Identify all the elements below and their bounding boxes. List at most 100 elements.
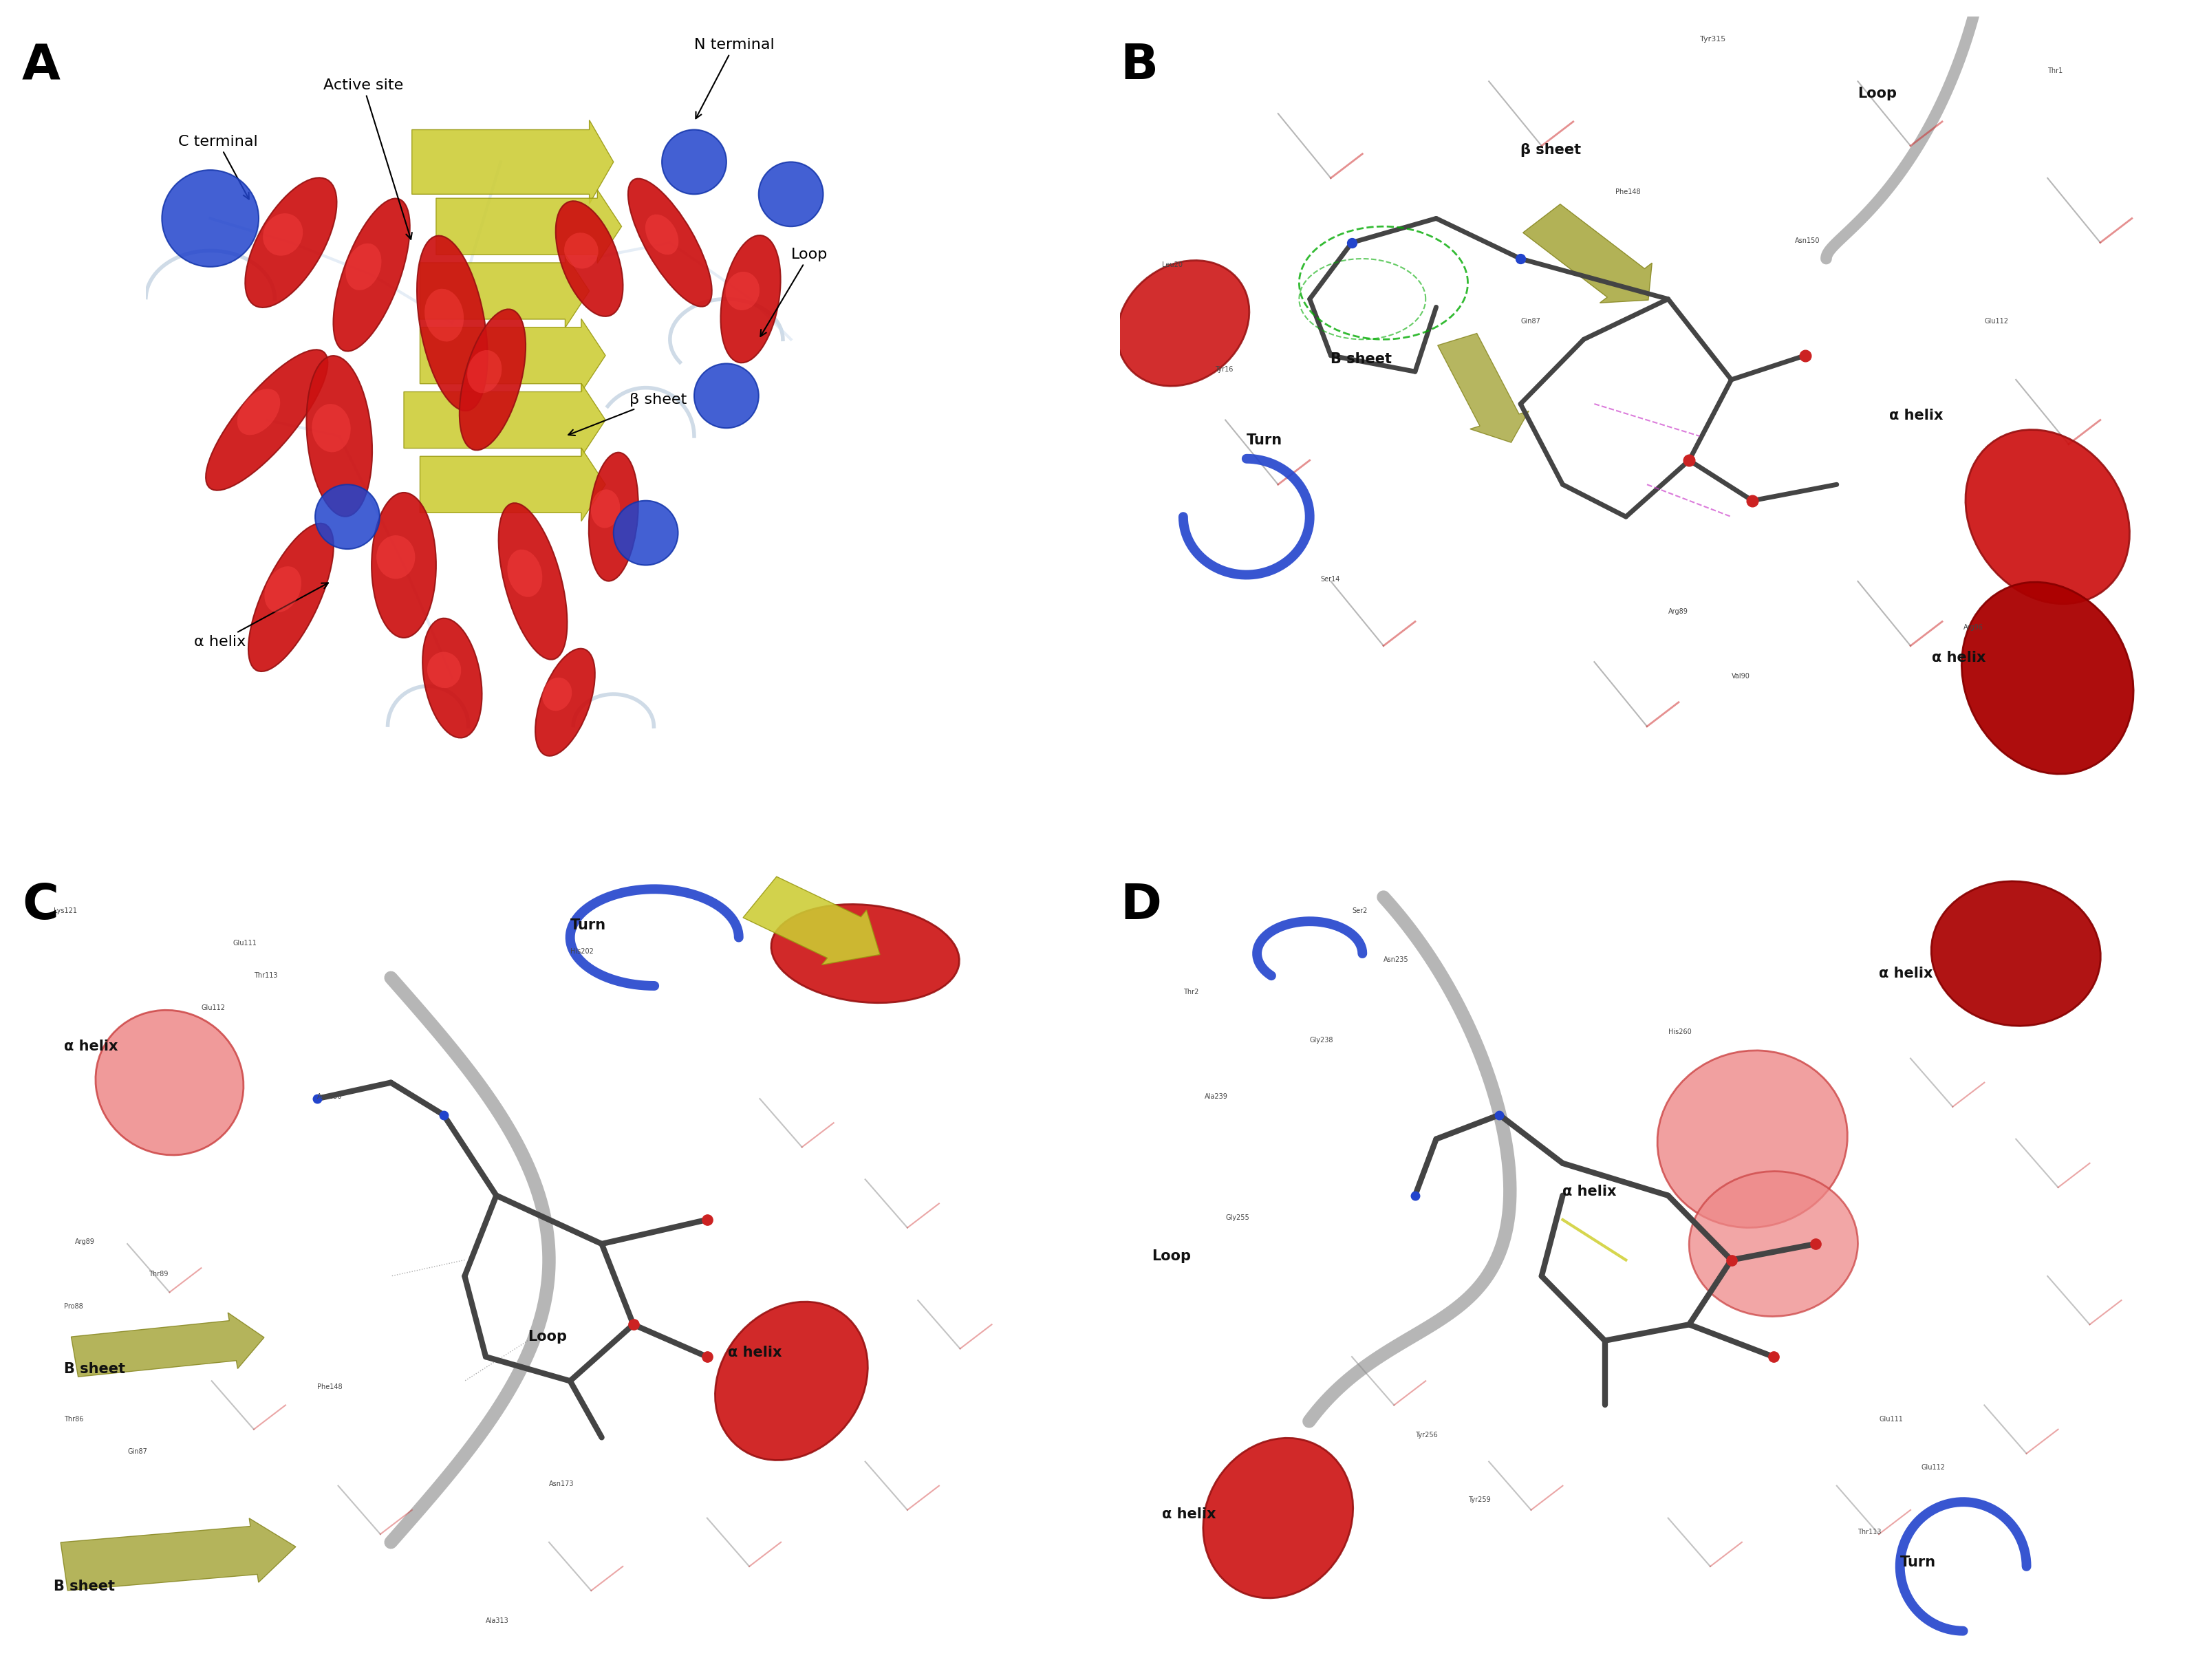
Text: C terminal: C terminal xyxy=(178,134,257,200)
Text: Asn235: Asn235 xyxy=(1383,956,1408,963)
Ellipse shape xyxy=(725,272,760,311)
Text: α helix: α helix xyxy=(193,583,327,648)
Ellipse shape xyxy=(498,502,567,660)
Text: Turn: Turn xyxy=(571,919,606,932)
Text: Tyr16: Tyr16 xyxy=(1214,366,1232,373)
Ellipse shape xyxy=(536,648,595,756)
Ellipse shape xyxy=(1118,260,1250,386)
Ellipse shape xyxy=(246,178,336,307)
Text: Arg89: Arg89 xyxy=(1669,608,1689,615)
Ellipse shape xyxy=(1961,581,2135,774)
FancyArrow shape xyxy=(1524,205,1651,302)
Ellipse shape xyxy=(1203,1438,1353,1598)
Text: His202: His202 xyxy=(571,948,593,954)
Text: α helix: α helix xyxy=(1162,1507,1217,1520)
Text: Gin87: Gin87 xyxy=(1520,318,1539,324)
FancyArrow shape xyxy=(437,190,621,264)
FancyArrow shape xyxy=(404,383,606,457)
Circle shape xyxy=(613,501,679,564)
Text: A: A xyxy=(22,42,61,89)
Ellipse shape xyxy=(371,492,437,638)
Text: D: D xyxy=(1120,882,1162,929)
Text: Thr89: Thr89 xyxy=(149,1270,167,1277)
Ellipse shape xyxy=(628,178,712,306)
Circle shape xyxy=(694,363,758,428)
Text: N terminal: N terminal xyxy=(694,39,775,119)
Ellipse shape xyxy=(716,1302,867,1460)
Text: Turn: Turn xyxy=(1247,433,1282,447)
Text: Phe148: Phe148 xyxy=(1616,188,1640,195)
Text: Pro88: Pro88 xyxy=(64,1304,83,1310)
Text: Thr113: Thr113 xyxy=(1858,1529,1882,1536)
Ellipse shape xyxy=(307,356,373,516)
Ellipse shape xyxy=(1965,430,2130,603)
Text: α helix: α helix xyxy=(1880,966,1932,981)
Text: Thr86: Thr86 xyxy=(64,1416,83,1423)
Circle shape xyxy=(316,484,380,549)
Ellipse shape xyxy=(428,652,461,689)
Text: Tyr256: Tyr256 xyxy=(1414,1431,1438,1438)
Ellipse shape xyxy=(771,904,960,1003)
Ellipse shape xyxy=(589,452,639,581)
Text: Glu112: Glu112 xyxy=(1985,318,2009,324)
Text: Thr113: Thr113 xyxy=(255,973,277,979)
Ellipse shape xyxy=(264,566,301,613)
Text: β sheet: β sheet xyxy=(569,393,687,435)
Text: Tyr315: Tyr315 xyxy=(1700,35,1726,42)
Circle shape xyxy=(758,161,824,227)
FancyArrow shape xyxy=(70,1312,264,1376)
Text: Tyr259: Tyr259 xyxy=(1467,1497,1491,1504)
Text: Gly255: Gly255 xyxy=(1225,1215,1250,1221)
Text: Val90: Val90 xyxy=(1730,672,1750,679)
Text: Glu111: Glu111 xyxy=(1880,1416,1904,1423)
Circle shape xyxy=(163,170,259,267)
FancyArrow shape xyxy=(742,877,881,964)
Text: Thr1: Thr1 xyxy=(2047,67,2062,74)
Text: α helix: α helix xyxy=(1932,650,1985,665)
Ellipse shape xyxy=(334,198,411,351)
Text: Thr2: Thr2 xyxy=(1184,988,1199,995)
Text: β sheet: β sheet xyxy=(1520,143,1581,156)
Text: B sheet: B sheet xyxy=(53,1579,114,1593)
Text: Leu20: Leu20 xyxy=(1162,262,1184,269)
Ellipse shape xyxy=(264,213,303,255)
Text: Glu112: Glu112 xyxy=(202,1005,226,1011)
Text: B sheet: B sheet xyxy=(64,1362,125,1376)
Text: Ala313: Ala313 xyxy=(485,1618,509,1625)
Ellipse shape xyxy=(542,677,571,711)
Text: α helix: α helix xyxy=(1889,408,1943,423)
Ellipse shape xyxy=(564,232,597,269)
FancyArrow shape xyxy=(419,254,589,328)
Text: C: C xyxy=(22,882,59,929)
Text: Asn150: Asn150 xyxy=(1794,237,1820,244)
Text: Loop: Loop xyxy=(527,1329,567,1344)
Text: B: B xyxy=(1120,42,1157,89)
Ellipse shape xyxy=(1658,1050,1847,1228)
Text: Lys121: Lys121 xyxy=(53,907,77,914)
Ellipse shape xyxy=(417,235,488,412)
Circle shape xyxy=(661,129,727,195)
Ellipse shape xyxy=(237,388,281,435)
Text: Arg96: Arg96 xyxy=(1963,625,1983,632)
Ellipse shape xyxy=(591,489,619,528)
Ellipse shape xyxy=(97,1010,244,1156)
FancyArrow shape xyxy=(61,1519,296,1591)
Text: Asn150: Asn150 xyxy=(316,1094,343,1100)
Ellipse shape xyxy=(376,536,415,580)
Text: His260: His260 xyxy=(1669,1028,1691,1035)
Text: Arg89: Arg89 xyxy=(75,1238,94,1245)
Ellipse shape xyxy=(468,349,503,393)
Text: Asn173: Asn173 xyxy=(549,1480,573,1487)
Text: Glu112: Glu112 xyxy=(1922,1465,1946,1472)
Ellipse shape xyxy=(459,309,525,450)
Text: Loop: Loop xyxy=(1151,1248,1190,1263)
Text: Loop: Loop xyxy=(760,247,828,336)
Text: Phe148: Phe148 xyxy=(316,1384,343,1391)
Text: Glu111: Glu111 xyxy=(233,941,257,948)
Text: Ser2: Ser2 xyxy=(1353,907,1368,914)
Ellipse shape xyxy=(206,349,327,491)
Text: Ser14: Ser14 xyxy=(1320,576,1340,583)
Ellipse shape xyxy=(1930,882,2102,1026)
Ellipse shape xyxy=(556,202,624,316)
FancyArrow shape xyxy=(419,449,606,521)
